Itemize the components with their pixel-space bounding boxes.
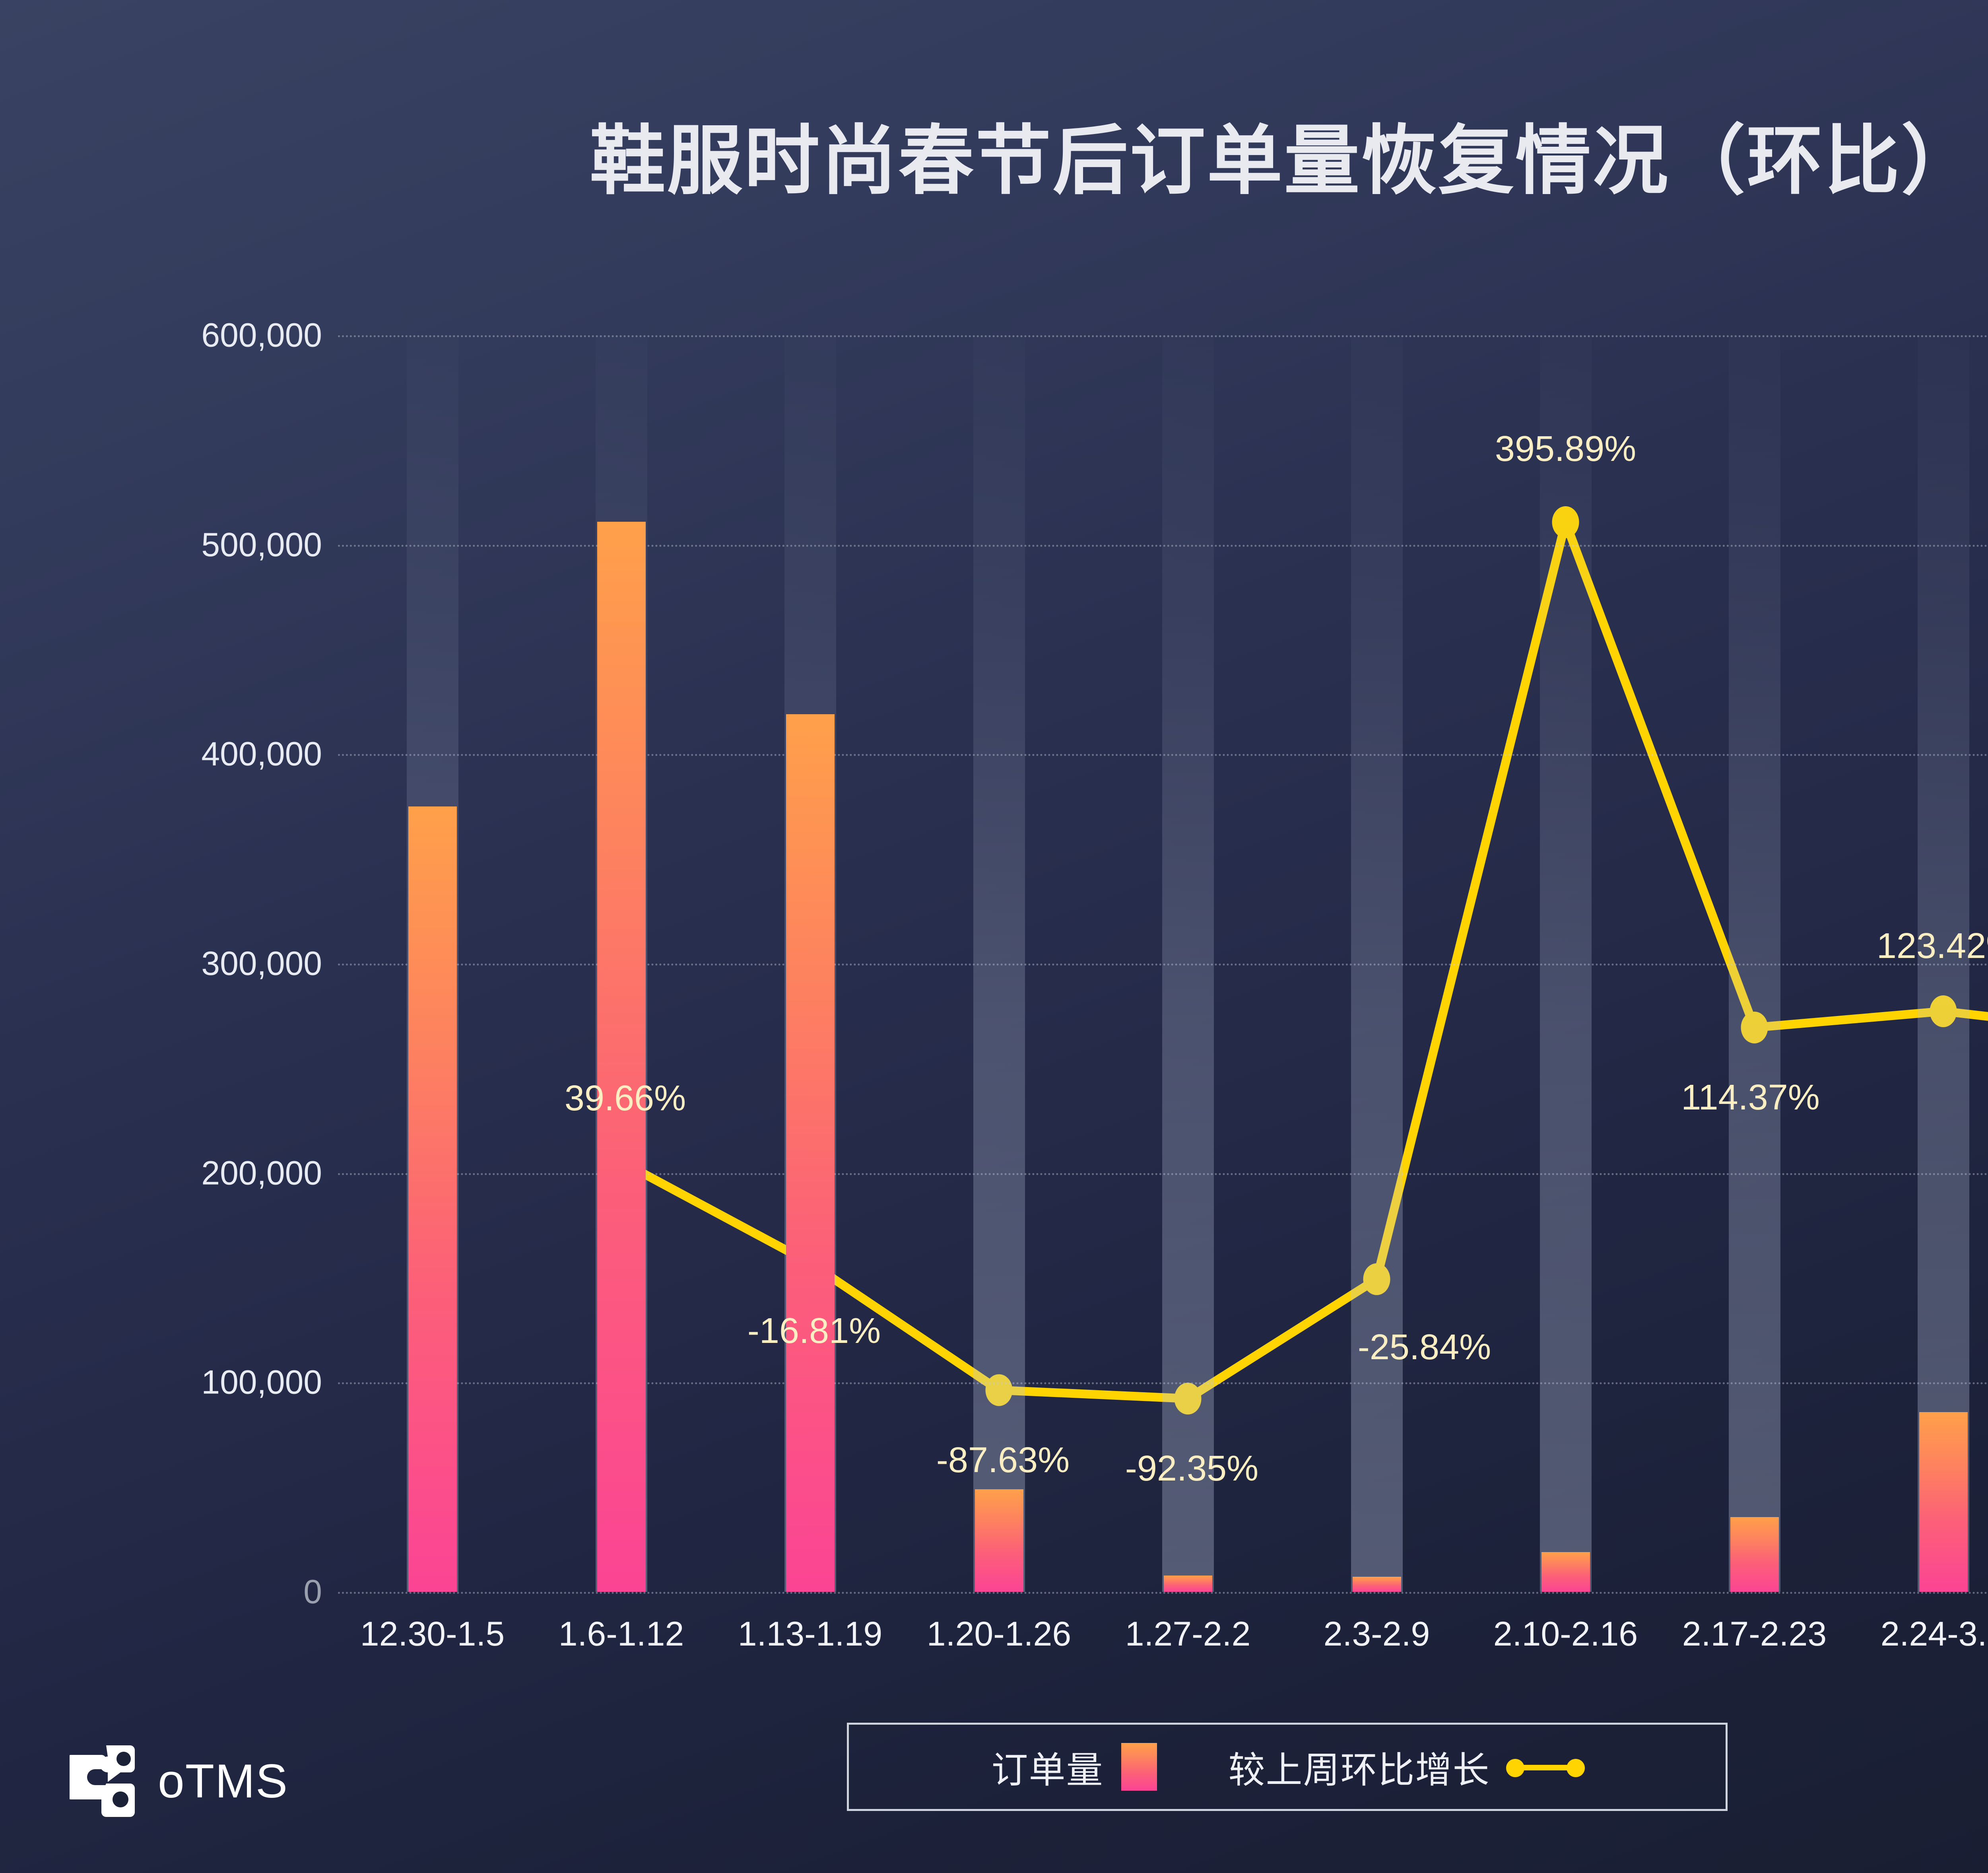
bar-track	[1351, 335, 1403, 1592]
bar-fill	[1730, 1517, 1779, 1592]
bar-column[interactable]	[973, 335, 1025, 1592]
gridline	[338, 1173, 1988, 1175]
bar-column[interactable]	[595, 335, 647, 1592]
line-data-point[interactable]	[1741, 1011, 1768, 1043]
bar-fill	[1541, 1552, 1590, 1592]
bar-fill	[597, 521, 646, 1592]
bar-track	[1162, 335, 1214, 1592]
x-axis-tick-label: 1.6-1.12	[558, 1615, 684, 1653]
gridline	[338, 335, 1988, 337]
bar-track	[973, 335, 1025, 1592]
bar-fill	[1352, 1577, 1401, 1592]
x-axis-tick-label: 1.27-2.2	[1125, 1615, 1251, 1653]
gridline	[338, 754, 1988, 756]
bar-fill	[1163, 1575, 1212, 1592]
x-axis-tick-label: 2.17-2.23	[1682, 1615, 1827, 1653]
line-data-point[interactable]	[1174, 1383, 1202, 1415]
y-axis-left-tick: 500,000	[201, 526, 322, 563]
line-point-value-label: -16.81%	[747, 1311, 881, 1351]
x-axis-tick-label: 1.20-1.26	[926, 1615, 1072, 1653]
legend-item-orders[interactable]: 订单量	[991, 1741, 1157, 1793]
line-point-value-label: -92.35%	[1125, 1449, 1259, 1489]
brand-logo: oTMS	[66, 1744, 289, 1819]
bar-column[interactable]	[1917, 335, 1969, 1592]
y-axis-left-tick: 300,000	[201, 944, 322, 982]
bar-track	[1540, 335, 1592, 1592]
line-point-value-label: 114.37%	[1681, 1077, 1820, 1117]
bar-track	[1917, 335, 1969, 1592]
y-axis-left-tick: 0	[303, 1573, 322, 1611]
line-data-point[interactable]	[1930, 995, 1957, 1027]
bar-track	[1728, 335, 1780, 1592]
legend: 订单量 较上周环比增长	[847, 1723, 1728, 1811]
line-point-value-label: -87.63%	[936, 1440, 1070, 1480]
bar-fill	[408, 806, 457, 1592]
bar-fill	[1919, 1412, 1968, 1592]
line-marker-swatch-icon	[1506, 1755, 1585, 1779]
line-point-value-label: 395.89%	[1495, 429, 1637, 469]
line-point-value-label: 123.42%	[1876, 926, 1988, 966]
bar-column[interactable]	[1162, 335, 1214, 1592]
x-axis-tick-label: 2.3-2.9	[1323, 1615, 1430, 1653]
bar-fill	[786, 714, 835, 1592]
y-axis-left-tick: 400,000	[201, 735, 322, 773]
gridline	[338, 544, 1988, 547]
y-axis-left-tick: 600,000	[201, 316, 322, 354]
gridline	[338, 1592, 1988, 1594]
brand-name: oTMS	[158, 1754, 289, 1808]
line-data-point[interactable]	[1363, 1263, 1390, 1295]
bar-fill	[975, 1489, 1023, 1592]
gridline	[338, 964, 1988, 966]
x-axis-tick-label: 12.30-1.5	[360, 1615, 505, 1653]
x-axis-tick-label: 2.10-2.16	[1493, 1615, 1638, 1653]
growth-line-svg	[608, 506, 1988, 1415]
legend-label-orders: 订单量	[991, 1749, 1104, 1791]
line-point-value-label: -25.84%	[1357, 1327, 1491, 1367]
bar-column[interactable]	[1351, 335, 1403, 1592]
bar-column[interactable]	[784, 335, 836, 1592]
page-title: 鞋服时尚春节后订单量恢复情况（环比）	[590, 117, 1978, 205]
line-point-value-label: 39.66%	[564, 1078, 686, 1119]
gridline	[338, 1382, 1988, 1385]
bar-column[interactable]	[1540, 335, 1592, 1592]
x-axis-tick-label: 2.24-3.1	[1880, 1615, 1988, 1653]
y-axis-left-tick: 100,000	[201, 1363, 322, 1401]
y-axis-left-tick: 200,000	[201, 1154, 322, 1192]
bar-column[interactable]	[406, 335, 458, 1592]
gradient-bar-swatch-icon	[1121, 1743, 1157, 1791]
legend-label-growth: 较上周环比增长	[1228, 1749, 1490, 1791]
plot-area: 0 100,000 200,000 300,000 400,000 500,000 600,…	[201, 317, 1988, 1611]
x-axis-tick-label: 1.13-1.19	[738, 1615, 883, 1653]
bar-column[interactable]	[1728, 335, 1780, 1592]
otms-logo-mark-icon	[66, 1744, 140, 1819]
line-data-point[interactable]	[1552, 506, 1579, 538]
line-data-point[interactable]	[985, 1374, 1013, 1406]
legend-item-growth[interactable]: 较上周环比增长	[1228, 1741, 1585, 1793]
